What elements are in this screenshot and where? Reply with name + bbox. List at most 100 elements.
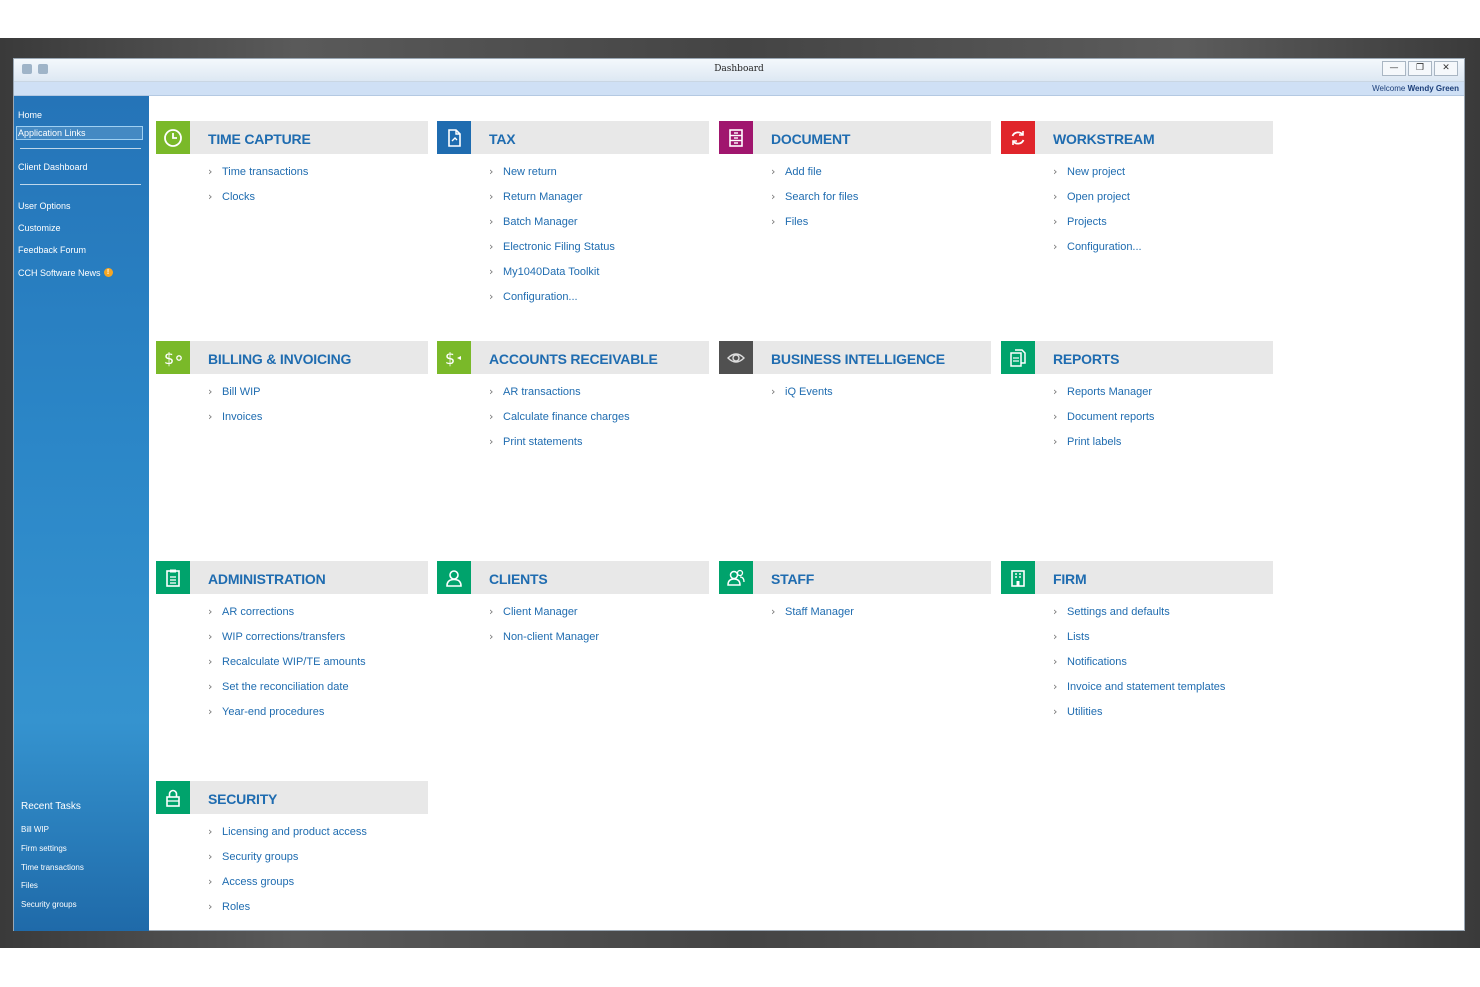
sidebar-item-customize[interactable]: Customize — [18, 223, 61, 233]
tile-link[interactable]: › Lists — [1053, 630, 1225, 655]
tile-link[interactable]: › WIP corrections/transfers — [208, 630, 366, 655]
tile-link[interactable]: › AR transactions — [489, 385, 630, 410]
tile-link[interactable]: › Staff Manager — [771, 605, 854, 630]
tile-link[interactable]: › Electronic Filing Status — [489, 240, 615, 265]
tile-link[interactable]: › Calculate finance charges — [489, 410, 630, 435]
client-person-icon[interactable] — [437, 561, 471, 594]
tile-title[interactable]: STAFF — [771, 571, 815, 587]
tile-header[interactable]: FIRM — [1001, 561, 1273, 594]
tile-link[interactable]: › Access groups — [208, 875, 367, 900]
title-bar[interactable]: Dashboard — ❐ ✕ — [14, 59, 1464, 82]
tile-link[interactable]: › Invoices — [208, 410, 262, 435]
receivable-dollar-icon[interactable]: $ — [437, 341, 471, 374]
recent-task-item[interactable]: Bill WIP — [21, 825, 49, 834]
tile-header[interactable]: ADMINISTRATION — [156, 561, 428, 594]
tile-title[interactable]: ACCOUNTS RECEIVABLE — [489, 351, 658, 367]
tile-link[interactable]: › AR corrections — [208, 605, 366, 630]
billing-dollar-icon[interactable]: $ — [156, 341, 190, 374]
tile-link[interactable]: › Configuration... — [1053, 240, 1142, 265]
tile-header[interactable]: STAFF — [719, 561, 991, 594]
quick-access-icon[interactable] — [38, 64, 48, 74]
sidebar-item-user-options[interactable]: User Options — [18, 201, 71, 211]
tile-title[interactable]: TIME CAPTURE — [208, 131, 311, 147]
tile-title[interactable]: SECURITY — [208, 791, 278, 807]
tile-link[interactable]: › Non-client Manager — [489, 630, 599, 655]
tile-link[interactable]: › Time transactions — [208, 165, 308, 190]
tile-title[interactable]: CLIENTS — [489, 571, 548, 587]
recent-task-item[interactable]: Files — [21, 881, 38, 890]
clipboard-icon[interactable] — [156, 561, 190, 594]
tile-link[interactable]: › Bill WIP — [208, 385, 262, 410]
tile-title[interactable]: FIRM — [1053, 571, 1087, 587]
sidebar-item-client-dashboard[interactable]: Client Dashboard — [18, 162, 88, 172]
sidebar-item-home[interactable]: Home — [18, 110, 43, 120]
tile-link[interactable]: › Search for files — [771, 190, 858, 215]
sidebar-item-feedback-forum[interactable]: Feedback Forum — [18, 245, 87, 255]
app-icon[interactable] — [22, 64, 32, 74]
tile-link[interactable]: › Add file — [771, 165, 858, 190]
tile-link[interactable]: › Print statements — [489, 435, 630, 460]
tile-header[interactable]: REPORTS — [1001, 341, 1273, 374]
tile-header[interactable]: $ ACCOUNTS RECEIVABLE — [437, 341, 709, 374]
tile-title[interactable]: TAX — [489, 131, 516, 147]
tile-link[interactable]: › Notifications — [1053, 655, 1225, 680]
tile-header[interactable]: CLIENTS — [437, 561, 709, 594]
tile-title[interactable]: DOCUMENT — [771, 131, 851, 147]
tile-link[interactable]: › Year-end procedures — [208, 705, 366, 730]
tile-title[interactable]: ADMINISTRATION — [208, 571, 326, 587]
tile-title[interactable]: WORKSTREAM — [1053, 131, 1155, 147]
sidebar-divider — [20, 148, 141, 149]
tile-link[interactable]: › Set the reconciliation date — [208, 680, 366, 705]
tile-link[interactable]: › Clocks — [208, 190, 308, 215]
tile-link[interactable]: › Invoice and statement templates — [1053, 680, 1225, 705]
tile-link[interactable]: › Security groups — [208, 850, 367, 875]
clock-icon[interactable] — [156, 121, 190, 154]
tile-link[interactable]: › Recalculate WIP/TE amounts — [208, 655, 366, 680]
tile-link[interactable]: › Utilities — [1053, 705, 1225, 730]
tile-title[interactable]: BILLING & INVOICING — [208, 351, 352, 367]
recent-task-item[interactable]: Security groups — [21, 900, 77, 909]
tile-link[interactable]: › Print labels — [1053, 435, 1154, 460]
recent-task-item[interactable]: Time transactions — [21, 863, 84, 872]
staff-people-icon[interactable] — [719, 561, 753, 594]
tile-link[interactable]: › Settings and defaults — [1053, 605, 1225, 630]
tile-title[interactable]: BUSINESS INTELLIGENCE — [771, 351, 945, 367]
tile-link[interactable]: › Roles — [208, 900, 367, 925]
tile-header[interactable]: BUSINESS INTELLIGENCE — [719, 341, 991, 374]
lock-icon[interactable] — [156, 781, 190, 814]
tile-header[interactable]: WORKSTREAM — [1001, 121, 1273, 154]
tile-link[interactable]: › Files — [771, 215, 858, 240]
tile-header[interactable]: DOCUMENT — [719, 121, 991, 154]
workstream-cycle-icon[interactable] — [1001, 121, 1035, 154]
tile-link[interactable]: › New return — [489, 165, 615, 190]
tile-header[interactable]: SECURITY — [156, 781, 428, 814]
tile-header[interactable]: TIME CAPTURE — [156, 121, 428, 154]
tile-link[interactable]: › Licensing and product access — [208, 825, 367, 850]
tile-link[interactable]: › iQ Events — [771, 385, 833, 410]
tile-link[interactable]: › Open project — [1053, 190, 1142, 215]
sidebar-item-application-links[interactable]: Application Links — [16, 126, 143, 140]
tile-link[interactable]: › Projects — [1053, 215, 1142, 240]
close-button[interactable]: ✕ — [1434, 61, 1458, 76]
tile-link[interactable]: › Document reports — [1053, 410, 1154, 435]
reports-icon[interactable] — [1001, 341, 1035, 374]
tile-link[interactable]: › My1040Data Toolkit — [489, 265, 615, 290]
eye-icon[interactable] — [719, 341, 753, 374]
restore-button[interactable]: ❐ — [1408, 61, 1432, 76]
minimize-button[interactable]: — — [1382, 61, 1406, 76]
tile-link[interactable]: › Return Manager — [489, 190, 615, 215]
welcome-user-name[interactable]: Wendy Green — [1407, 84, 1459, 93]
tile-link[interactable]: › New project — [1053, 165, 1142, 190]
recent-task-item[interactable]: Firm settings — [21, 844, 67, 853]
tile-header[interactable]: TAX — [437, 121, 709, 154]
sidebar-item-software-news[interactable]: CCH Software News! — [18, 268, 113, 278]
tile-link[interactable]: › Batch Manager — [489, 215, 615, 240]
tile-link[interactable]: › Configuration... — [489, 290, 615, 315]
tax-document-icon[interactable] — [437, 121, 471, 154]
document-cabinet-icon[interactable] — [719, 121, 753, 154]
tile-link[interactable]: › Client Manager — [489, 605, 599, 630]
tile-link[interactable]: › Reports Manager — [1053, 385, 1154, 410]
firm-building-icon[interactable] — [1001, 561, 1035, 594]
tile-title[interactable]: REPORTS — [1053, 351, 1120, 367]
tile-header[interactable]: $ BILLING & INVOICING — [156, 341, 428, 374]
